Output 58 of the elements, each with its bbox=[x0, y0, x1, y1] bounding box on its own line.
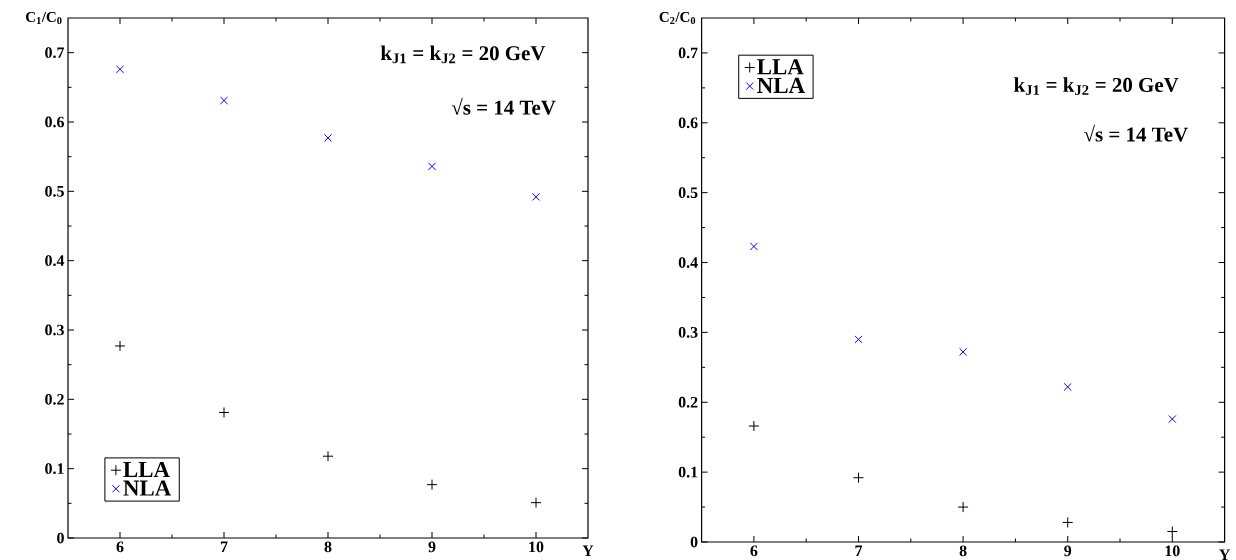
annotation: √s = 14 TeV bbox=[451, 97, 556, 115]
annotation: k$_{J1}$ = k$_{J2}$ = 20 GeV bbox=[380, 45, 546, 64]
point bbox=[530, 497, 542, 509]
y-tick-label: 0.7 bbox=[45, 47, 65, 59]
y-tick-label: 0 bbox=[57, 532, 64, 544]
legend-label: NLA bbox=[757, 77, 805, 93]
y-tick-label: 0.5 bbox=[45, 185, 64, 197]
y-tick-label: 0.3 bbox=[678, 326, 698, 338]
point bbox=[748, 420, 760, 432]
y-tick-label: 0.1 bbox=[678, 466, 698, 478]
y-tick-label: 0.1 bbox=[45, 463, 64, 475]
x-tick-label: 7 bbox=[855, 545, 863, 556]
x-tick-label: 6 bbox=[750, 545, 758, 557]
point bbox=[1168, 415, 1177, 424]
point bbox=[115, 65, 125, 74]
point bbox=[426, 479, 438, 491]
point bbox=[323, 133, 333, 142]
point bbox=[218, 407, 230, 419]
x-tick-label: 10 bbox=[1165, 545, 1180, 557]
point bbox=[219, 96, 229, 105]
point bbox=[322, 450, 334, 462]
y-axis-title: C$_{1}$/C$_{0}$ bbox=[26, 11, 62, 25]
x-tick-label: 8 bbox=[959, 545, 967, 557]
x-tick-label: 9 bbox=[1064, 545, 1072, 557]
y-tick-label: 0.3 bbox=[45, 324, 64, 336]
y-tick-label: 0 bbox=[690, 536, 698, 548]
point bbox=[1166, 526, 1178, 538]
x-tick-label: 7 bbox=[220, 541, 228, 552]
point bbox=[1062, 516, 1074, 528]
point bbox=[427, 162, 437, 171]
y-axis-title: C$_{2}$/C$_{0}$ bbox=[659, 11, 696, 25]
point bbox=[959, 347, 968, 356]
point bbox=[1063, 382, 1072, 391]
point bbox=[853, 472, 865, 484]
y-tick-label: 0.6 bbox=[45, 116, 65, 128]
y-tick-label: 0.2 bbox=[678, 396, 698, 408]
annotation: k$_{J1}$ = k$_{J2}$ = 20 GeV bbox=[1014, 77, 1179, 95]
x-axis-title: Y bbox=[582, 545, 594, 556]
x-axis-title: Y bbox=[1219, 549, 1231, 560]
annotation: √s = 14 TeV bbox=[1084, 124, 1188, 142]
point bbox=[957, 501, 969, 513]
x-tick-label: 6 bbox=[116, 541, 124, 553]
legend-label: LLA bbox=[123, 461, 170, 478]
x-tick-label: 8 bbox=[324, 541, 332, 553]
y-tick-label: 0.2 bbox=[45, 393, 64, 405]
legend-label: LLA bbox=[757, 59, 804, 75]
y-tick-label: 0.4 bbox=[678, 257, 698, 268]
y-tick-label: 0.5 bbox=[678, 187, 698, 199]
point bbox=[854, 335, 863, 344]
x-tick-label: 9 bbox=[428, 541, 436, 553]
point bbox=[531, 192, 541, 201]
point bbox=[114, 340, 126, 352]
y-tick-label: 0.6 bbox=[678, 117, 698, 129]
x-tick-label: 10 bbox=[529, 541, 544, 553]
point bbox=[749, 242, 758, 251]
y-tick-label: 0.4 bbox=[45, 255, 65, 267]
legend-label: NLA bbox=[123, 480, 172, 496]
y-tick-label: 0.7 bbox=[678, 47, 698, 59]
